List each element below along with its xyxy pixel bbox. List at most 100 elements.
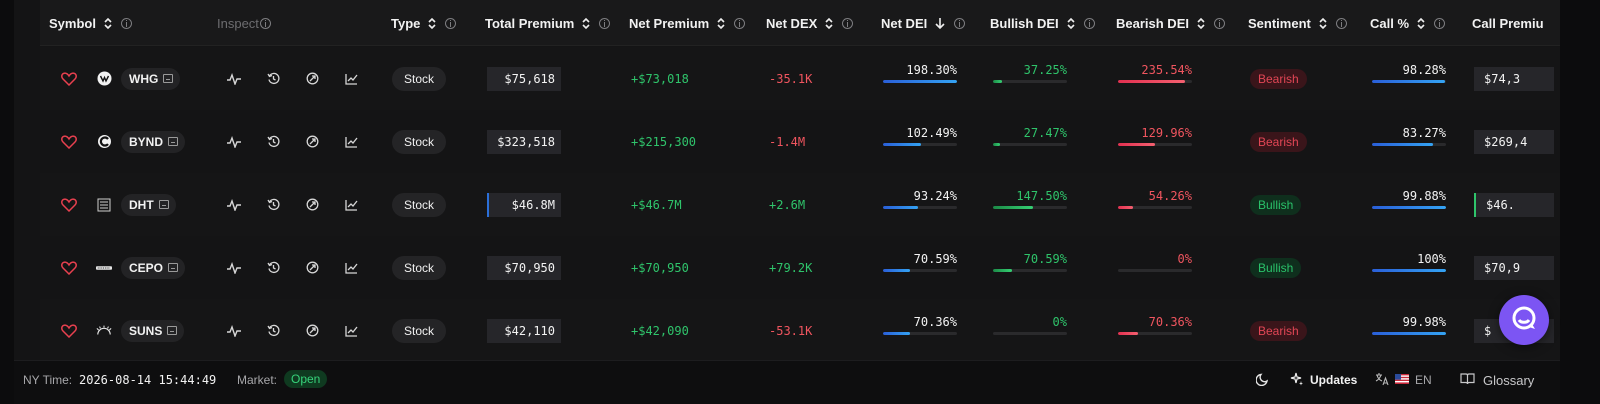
info-icon[interactable] xyxy=(842,17,854,29)
activity-icon[interactable] xyxy=(226,71,242,87)
sort-icon[interactable] xyxy=(1067,17,1075,30)
col-bullish-dei[interactable]: Bullish DEI xyxy=(990,0,1095,46)
col-call-pct[interactable]: Call % xyxy=(1370,0,1446,46)
col-net-premium[interactable]: Net Premium xyxy=(629,0,746,46)
sort-icon[interactable] xyxy=(428,17,436,30)
sort-icon[interactable] xyxy=(104,17,112,30)
chart-icon[interactable] xyxy=(343,71,359,87)
table-row[interactable]: CEPO Stock $70,950 +$70,950 +79.2K 70.59… xyxy=(40,236,1560,299)
history-icon[interactable] xyxy=(265,197,281,213)
activity-icon[interactable] xyxy=(226,323,242,339)
table-row[interactable]: SUNS Stock $42,110 +$42,090 -53.1K 70.36… xyxy=(40,299,1560,362)
call-premium-value: $70,9 xyxy=(1484,260,1521,275)
call-pct-value: 99.88% xyxy=(1402,189,1446,203)
call-pct-bar-fill xyxy=(1372,332,1446,335)
info-icon[interactable] xyxy=(599,17,611,29)
chat-support-button[interactable] xyxy=(1499,295,1549,345)
col-sentiment[interactable]: Sentiment xyxy=(1248,0,1347,46)
info-icon[interactable] xyxy=(1434,17,1446,29)
table-row[interactable]: WHG Stock $75,618 +$73,018 -35.1K 198.30… xyxy=(40,47,1560,110)
call-pct-bar xyxy=(1372,269,1446,272)
dark-mode-toggle[interactable] xyxy=(1255,372,1270,388)
document-icon[interactable] xyxy=(168,263,179,272)
col-total-premium[interactable]: Total Premium xyxy=(485,0,611,46)
sort-icon[interactable] xyxy=(1319,17,1327,30)
favorite-heart-icon[interactable] xyxy=(61,47,77,110)
info-icon[interactable] xyxy=(259,17,271,29)
company-logo xyxy=(96,323,112,339)
info-icon[interactable] xyxy=(954,17,966,29)
favorite-heart-icon[interactable] xyxy=(61,299,77,362)
col-call-pct-label: Call % xyxy=(1370,15,1410,31)
chart-icon[interactable] xyxy=(343,323,359,339)
col-net-dex[interactable]: Net DEX xyxy=(766,0,854,46)
history-icon[interactable] xyxy=(265,260,281,276)
call-premium-box: $74,3 xyxy=(1474,66,1554,91)
sort-icon[interactable] xyxy=(825,17,833,30)
ticker-symbol: SUNS xyxy=(129,323,163,338)
table-row[interactable]: DHT Stock $46.8M +$46.7M +2.6M 93.24% 14… xyxy=(40,173,1560,236)
options-flow-table: Symbol Inspect Type Total Premium Net Pr… xyxy=(14,0,1560,367)
info-icon[interactable] xyxy=(1335,17,1347,29)
exposure-icon[interactable] xyxy=(304,71,320,87)
col-symbol[interactable]: Symbol xyxy=(49,0,132,46)
sort-desc-icon[interactable] xyxy=(935,17,945,30)
bullish-dei-bar xyxy=(993,269,1067,272)
ticker-pill[interactable]: DHT xyxy=(121,193,176,216)
ticker-pill[interactable]: SUNS xyxy=(121,319,185,342)
exposure-icon[interactable] xyxy=(304,323,320,339)
col-bearish-dei[interactable]: Bearish DEI xyxy=(1116,0,1225,46)
table-row[interactable]: BYND Stock $323,518 +$215,300 -1.4M 102.… xyxy=(40,110,1560,173)
chart-icon[interactable] xyxy=(343,260,359,276)
history-icon[interactable] xyxy=(265,134,281,150)
info-icon[interactable] xyxy=(1213,17,1225,29)
language-selector[interactable]: EN xyxy=(1375,372,1432,388)
favorite-heart-icon[interactable] xyxy=(61,173,77,236)
info-icon[interactable] xyxy=(445,17,457,29)
info-icon[interactable] xyxy=(120,17,132,29)
document-icon[interactable] xyxy=(158,200,169,209)
bearish-dei-cell: 235.54% xyxy=(1118,47,1192,110)
info-icon[interactable] xyxy=(1083,17,1095,29)
activity-icon[interactable] xyxy=(226,197,242,213)
sort-icon[interactable] xyxy=(717,17,725,30)
net-dei-cell: 70.36% xyxy=(883,299,957,362)
history-icon[interactable] xyxy=(265,71,281,87)
document-icon[interactable] xyxy=(163,74,174,83)
total-premium-value: $46.8M xyxy=(511,197,555,212)
bearish-dei-cell: 70.36% xyxy=(1118,299,1192,362)
col-type[interactable]: Type xyxy=(391,0,457,46)
sort-icon[interactable] xyxy=(1417,17,1425,30)
chart-icon[interactable] xyxy=(343,197,359,213)
net-dei-bar xyxy=(883,80,957,83)
activity-icon[interactable] xyxy=(226,134,242,150)
col-net-dei[interactable]: Net DEI xyxy=(881,0,966,46)
sort-icon[interactable] xyxy=(1197,17,1205,30)
net-premium-value: +$73,018 xyxy=(631,71,689,86)
ticker-pill[interactable]: CEPO xyxy=(121,256,186,279)
favorite-heart-icon[interactable] xyxy=(61,236,77,299)
col-call-premium[interactable]: Call Premiu xyxy=(1472,0,1544,46)
ticker-pill[interactable]: BYND xyxy=(121,130,186,153)
history-icon[interactable] xyxy=(265,323,281,339)
document-icon[interactable] xyxy=(167,326,178,335)
chart-icon[interactable] xyxy=(343,134,359,150)
activity-icon[interactable] xyxy=(226,260,242,276)
document-icon[interactable] xyxy=(168,137,179,146)
info-icon[interactable] xyxy=(734,17,746,29)
bullish-dei-cell: 27.47% xyxy=(993,110,1067,173)
exposure-icon[interactable] xyxy=(304,260,320,276)
bullish-dei-bar xyxy=(993,332,1067,335)
call-premium-box: $269,4 xyxy=(1474,129,1554,154)
favorite-heart-icon[interactable] xyxy=(61,110,77,173)
glossary-button[interactable]: Glossary xyxy=(1460,372,1534,388)
exposure-icon[interactable] xyxy=(304,134,320,150)
total-premium-box: $46.8M xyxy=(487,192,561,217)
updates-button[interactable]: Updates xyxy=(1290,372,1357,388)
sort-icon[interactable] xyxy=(582,17,590,30)
ticker-pill[interactable]: WHG xyxy=(121,67,181,90)
exposure-icon[interactable] xyxy=(304,197,320,213)
bullish-dei-value: 147.50% xyxy=(1016,189,1067,203)
net-dei-value: 70.36% xyxy=(913,315,957,329)
market-label: Market: xyxy=(237,373,278,387)
